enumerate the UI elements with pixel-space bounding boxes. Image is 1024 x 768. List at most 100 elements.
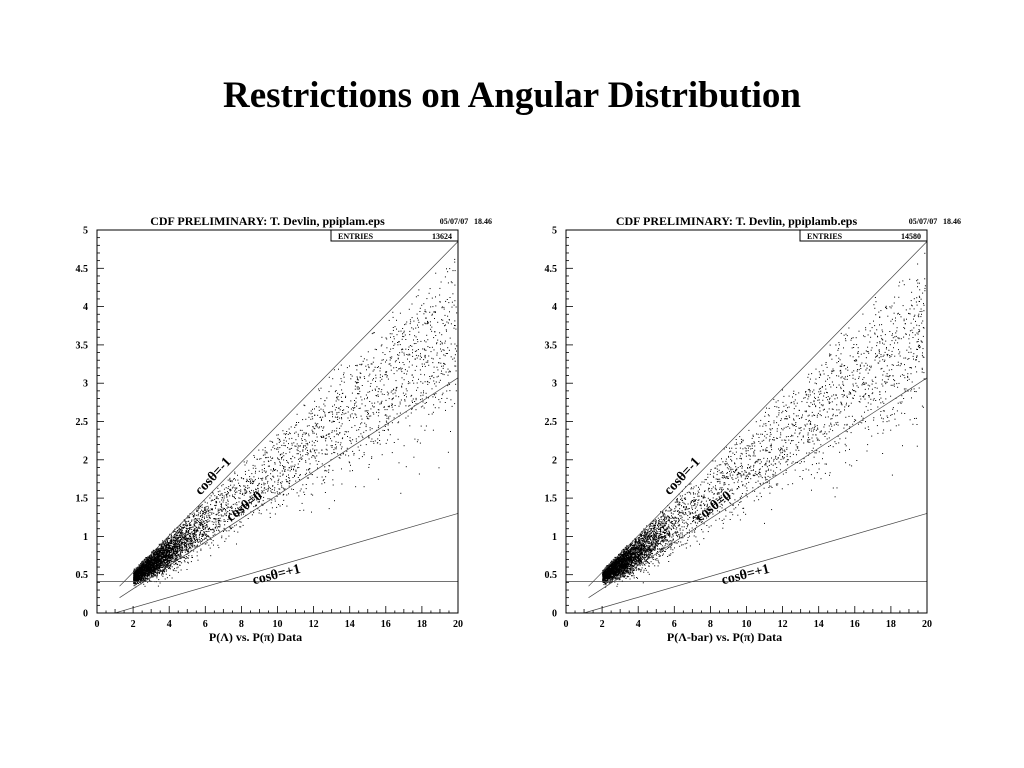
data-point (454, 325, 456, 327)
data-point (221, 509, 223, 511)
data-point (436, 366, 438, 368)
data-point (254, 456, 255, 458)
data-point (429, 311, 431, 313)
data-point (453, 304, 455, 306)
data-point (139, 578, 140, 580)
data-point (397, 354, 398, 356)
data-point (442, 367, 444, 369)
data-point (187, 561, 189, 563)
data-point (289, 448, 291, 450)
data-point (455, 370, 457, 372)
data-point (397, 422, 399, 424)
data-point (203, 516, 205, 518)
data-point (401, 349, 403, 351)
data-point (300, 445, 301, 447)
data-point (412, 376, 414, 378)
data-point (351, 413, 353, 415)
data-point (402, 348, 404, 350)
data-point (191, 540, 193, 542)
data-point (160, 553, 162, 555)
data-point (265, 457, 266, 459)
data-point (417, 341, 419, 343)
data-point (211, 521, 213, 523)
data-point (300, 488, 302, 490)
data-point (188, 537, 190, 539)
data-point (304, 494, 306, 495)
data-point (241, 507, 243, 508)
data-point (350, 440, 352, 442)
data-point (323, 479, 325, 480)
data-point (445, 409, 446, 411)
data-point (379, 443, 381, 445)
data-point (310, 410, 312, 412)
data-point (229, 509, 231, 511)
data-point (133, 580, 135, 581)
data-point (285, 479, 287, 481)
data-point (373, 413, 375, 415)
data-point (172, 552, 174, 554)
data-point (314, 400, 316, 402)
data-point (271, 499, 273, 501)
data-point (227, 493, 229, 495)
data-point (194, 545, 196, 547)
data-point (162, 546, 164, 548)
data-point (390, 357, 392, 359)
data-point (238, 490, 240, 491)
data-point (192, 526, 194, 528)
data-point (416, 365, 418, 367)
data-point (424, 357, 426, 359)
data-point (359, 377, 361, 379)
data-point (147, 558, 149, 560)
data-point (211, 513, 213, 515)
data-point (325, 476, 327, 478)
data-point (164, 578, 166, 580)
data-point (428, 382, 430, 384)
data-point (368, 412, 369, 414)
data-point (188, 532, 190, 534)
data-point (215, 525, 217, 527)
data-point (149, 570, 151, 572)
data-point (181, 535, 183, 537)
data-point (365, 444, 367, 446)
data-point (177, 551, 179, 553)
data-point (273, 476, 275, 478)
data-point (340, 425, 342, 427)
data-point (141, 568, 143, 570)
data-point (427, 361, 429, 363)
data-point (181, 547, 183, 549)
data-point (177, 539, 179, 541)
data-point (204, 508, 206, 510)
data-point (160, 565, 162, 567)
data-point (381, 359, 383, 361)
data-point (304, 405, 306, 407)
data-point (138, 578, 140, 580)
data-point (245, 473, 246, 475)
data-point (358, 393, 360, 395)
data-point (404, 369, 406, 371)
data-point (160, 564, 162, 566)
data-point (201, 530, 203, 531)
data-point (277, 475, 279, 477)
data-point (319, 417, 321, 418)
data-point (162, 552, 164, 554)
data-point (415, 409, 417, 411)
data-point (188, 541, 190, 543)
data-point (208, 507, 209, 509)
data-point (252, 483, 254, 484)
data-point (379, 434, 380, 436)
data-point (356, 376, 358, 378)
data-point (298, 458, 300, 460)
data-point (142, 581, 144, 583)
data-point (151, 554, 152, 556)
data-point (167, 538, 169, 539)
data-point (361, 403, 363, 405)
data-point (226, 507, 228, 509)
data-point (355, 440, 357, 442)
data-point (365, 430, 367, 432)
data-point (190, 537, 192, 539)
data-point (370, 383, 372, 384)
data-point (386, 375, 388, 377)
data-point (262, 491, 264, 493)
data-point (162, 563, 164, 565)
data-point (231, 520, 233, 522)
